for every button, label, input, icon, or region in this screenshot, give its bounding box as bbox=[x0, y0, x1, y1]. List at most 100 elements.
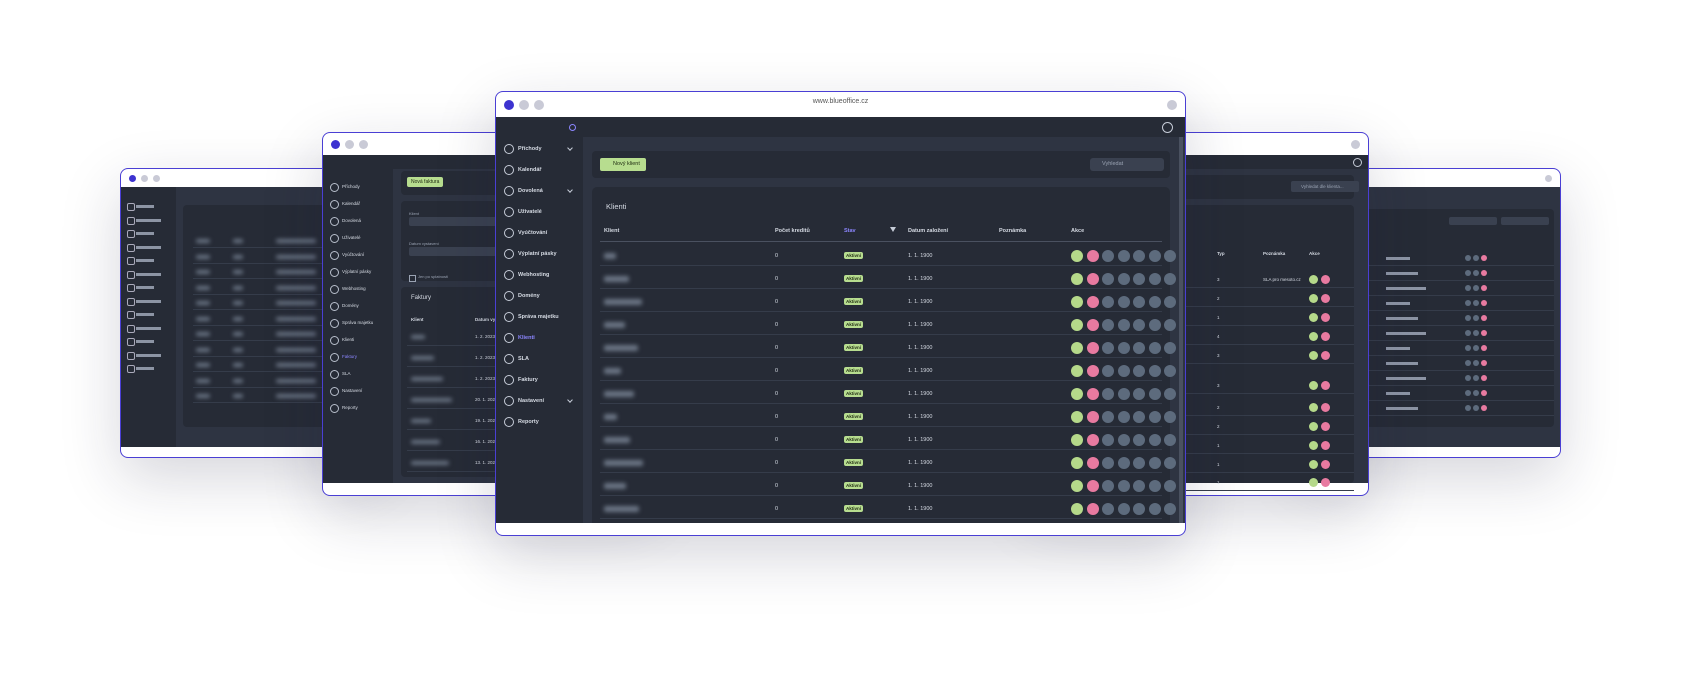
action-button[interactable] bbox=[1071, 365, 1083, 377]
action-button[interactable] bbox=[1133, 365, 1145, 377]
action-button[interactable] bbox=[1148, 411, 1161, 423]
action-button bbox=[1465, 375, 1471, 381]
action-button[interactable] bbox=[1102, 503, 1114, 515]
action-button[interactable] bbox=[1148, 319, 1161, 331]
action-button[interactable] bbox=[1164, 273, 1176, 285]
action-button[interactable] bbox=[1071, 480, 1083, 492]
action-button[interactable] bbox=[1102, 434, 1114, 446]
action-button[interactable] bbox=[1117, 319, 1130, 331]
action-button[interactable] bbox=[1133, 457, 1145, 469]
action-button[interactable] bbox=[1117, 457, 1130, 469]
action-button[interactable] bbox=[1102, 273, 1114, 285]
action-button[interactable] bbox=[1133, 296, 1145, 308]
menu-item: Faktury bbox=[518, 377, 538, 383]
action-button[interactable] bbox=[1133, 434, 1145, 446]
action-button[interactable] bbox=[1164, 319, 1176, 331]
action-button[interactable] bbox=[1102, 365, 1114, 377]
action-button[interactable] bbox=[1164, 342, 1176, 354]
action-button[interactable] bbox=[1117, 411, 1130, 423]
action-button[interactable] bbox=[1164, 365, 1176, 377]
action-button[interactable] bbox=[1086, 457, 1099, 469]
menu-icon bbox=[330, 387, 339, 396]
action-button[interactable] bbox=[1164, 296, 1176, 308]
action-button[interactable] bbox=[1148, 434, 1161, 446]
action-button[interactable] bbox=[1148, 388, 1161, 400]
action-button[interactable] bbox=[1117, 365, 1130, 377]
action-button[interactable] bbox=[1071, 388, 1083, 400]
action-button[interactable] bbox=[1102, 411, 1114, 423]
invoice-date: 20. 1. 2023 bbox=[475, 397, 498, 402]
action-button[interactable] bbox=[1086, 342, 1099, 354]
action-button[interactable] bbox=[1086, 434, 1099, 446]
action-button[interactable] bbox=[1102, 480, 1114, 492]
action-button[interactable] bbox=[1133, 342, 1145, 354]
action-button[interactable] bbox=[1102, 296, 1114, 308]
window-dot bbox=[129, 174, 136, 182]
action-button[interactable] bbox=[1071, 342, 1083, 354]
action-button[interactable] bbox=[1148, 342, 1161, 354]
action-button[interactable] bbox=[1086, 365, 1099, 377]
action-button[interactable] bbox=[1164, 250, 1176, 262]
action-button[interactable] bbox=[1148, 365, 1161, 377]
action-button[interactable] bbox=[1117, 503, 1130, 515]
action-button[interactable] bbox=[1148, 250, 1161, 262]
action-button[interactable] bbox=[1164, 411, 1176, 423]
action-button[interactable] bbox=[1071, 503, 1083, 515]
action-button bbox=[1321, 313, 1330, 322]
action-button[interactable] bbox=[1102, 250, 1114, 262]
action-button[interactable] bbox=[1133, 480, 1145, 492]
action-button bbox=[1481, 315, 1487, 321]
action-button[interactable] bbox=[1133, 503, 1145, 515]
action-button[interactable] bbox=[1164, 434, 1176, 446]
action-button[interactable] bbox=[1133, 319, 1145, 331]
credits-value: 0 bbox=[775, 322, 779, 328]
action-button[interactable] bbox=[1102, 319, 1114, 331]
action-button[interactable] bbox=[1133, 388, 1145, 400]
action-button[interactable] bbox=[1086, 296, 1099, 308]
action-button[interactable] bbox=[1117, 296, 1130, 308]
action-button[interactable] bbox=[1148, 296, 1161, 308]
action-button[interactable] bbox=[1148, 273, 1161, 285]
action-button[interactable] bbox=[1086, 273, 1099, 285]
action-button[interactable] bbox=[1086, 480, 1099, 492]
action-button[interactable] bbox=[1164, 480, 1176, 492]
action-button[interactable] bbox=[1086, 388, 1099, 400]
window-dot bbox=[519, 99, 529, 110]
action-button[interactable] bbox=[1133, 250, 1145, 262]
action-button[interactable] bbox=[1133, 273, 1145, 285]
credits-value: 0 bbox=[775, 437, 779, 443]
action-button[interactable] bbox=[1117, 480, 1130, 492]
action-button[interactable] bbox=[1086, 503, 1099, 515]
action-button[interactable] bbox=[1071, 296, 1083, 308]
action-button[interactable] bbox=[1117, 434, 1130, 446]
action-button[interactable] bbox=[1102, 342, 1114, 354]
action-button[interactable] bbox=[1102, 388, 1114, 400]
action-button[interactable] bbox=[1086, 411, 1099, 423]
action-button[interactable] bbox=[1071, 411, 1083, 423]
action-button[interactable] bbox=[1117, 388, 1130, 400]
action-button[interactable] bbox=[1117, 342, 1130, 354]
action-button[interactable] bbox=[1117, 250, 1130, 262]
window-dot bbox=[1351, 139, 1360, 149]
blur-cell bbox=[411, 356, 434, 360]
action-button[interactable] bbox=[1148, 457, 1161, 469]
action-button[interactable] bbox=[1133, 411, 1145, 423]
action-button[interactable] bbox=[1071, 250, 1083, 262]
action-button[interactable] bbox=[1086, 319, 1099, 331]
action-button[interactable] bbox=[1164, 457, 1176, 469]
action-button[interactable] bbox=[1148, 503, 1161, 515]
menu-icon bbox=[504, 186, 514, 196]
window-dot bbox=[1545, 174, 1552, 182]
action-button[interactable] bbox=[1071, 273, 1083, 285]
type-stub bbox=[1386, 347, 1410, 350]
action-button[interactable] bbox=[1164, 503, 1176, 515]
action-button[interactable] bbox=[1164, 388, 1176, 400]
action-button[interactable] bbox=[1071, 319, 1083, 331]
action-button[interactable] bbox=[1086, 250, 1099, 262]
action-button[interactable] bbox=[1071, 457, 1083, 469]
action-button[interactable] bbox=[1117, 273, 1130, 285]
action-button[interactable] bbox=[1102, 457, 1114, 469]
action-button bbox=[1321, 294, 1330, 303]
action-button[interactable] bbox=[1071, 434, 1083, 446]
action-button[interactable] bbox=[1148, 480, 1161, 492]
